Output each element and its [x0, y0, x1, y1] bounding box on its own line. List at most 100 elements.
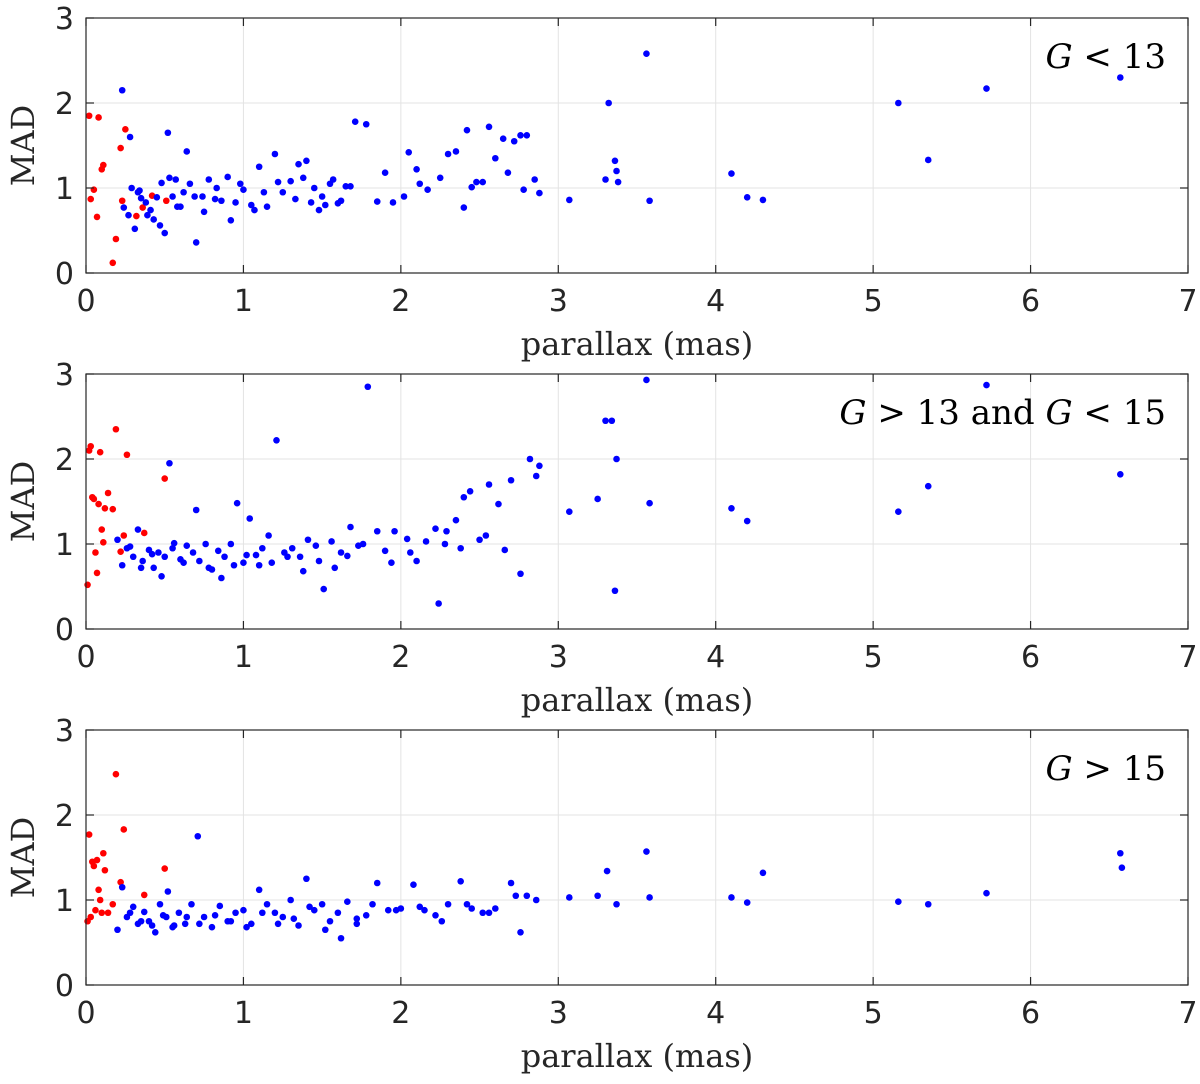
blue-point	[452, 516, 460, 524]
blue-point	[438, 917, 446, 925]
blue-point	[279, 188, 287, 196]
blue-point	[259, 544, 266, 552]
blue-point	[128, 184, 135, 192]
x-tick-label: 4	[706, 996, 725, 1031]
x-tick-label: 0	[76, 996, 95, 1031]
red-point	[93, 856, 101, 864]
red-point	[93, 569, 101, 577]
blue-point	[248, 201, 255, 209]
blue-point	[191, 193, 198, 200]
blue-point	[156, 900, 164, 908]
blue-point	[443, 527, 450, 535]
blue-point	[605, 99, 612, 107]
blue-point	[151, 929, 159, 936]
annotation-condition: > 13	[867, 393, 960, 433]
panel-annotation: G > 15	[1045, 749, 1166, 789]
blue-point	[174, 203, 181, 210]
blue-point	[255, 886, 263, 894]
blue-point	[389, 199, 397, 206]
blue-point	[139, 557, 146, 565]
blue-point	[373, 527, 381, 535]
blue-point	[192, 506, 200, 514]
blue-point	[183, 542, 191, 549]
blue-point	[728, 170, 735, 177]
red-point	[96, 896, 104, 904]
blue-point	[566, 508, 573, 515]
x-tick-label: 5	[864, 284, 883, 319]
blue-point	[602, 417, 609, 425]
x-tick-label: 0	[76, 640, 95, 675]
blue-point	[646, 197, 653, 205]
red-point	[92, 549, 99, 556]
blue-point	[422, 538, 430, 545]
red-point	[140, 891, 148, 899]
blue-point	[303, 875, 310, 883]
red-point	[87, 913, 95, 921]
red-point	[109, 505, 117, 513]
blue-point	[485, 123, 493, 131]
blue-point	[523, 132, 531, 139]
blue-point	[284, 553, 291, 561]
blue-point	[205, 176, 213, 183]
red-point	[95, 114, 102, 121]
red-point	[112, 770, 120, 778]
blue-point	[924, 900, 932, 908]
blue-point	[288, 544, 296, 552]
x-axis-label: parallax (mas)	[521, 325, 754, 363]
red-point	[101, 866, 109, 874]
blue-point	[331, 564, 339, 572]
red-point	[87, 442, 95, 450]
blue-point	[186, 180, 194, 188]
y-tick-label: 0	[55, 969, 74, 1004]
red-point	[90, 495, 98, 503]
blue-point	[236, 180, 244, 188]
blue-point	[156, 222, 164, 229]
annotation-joiner: and	[960, 393, 1046, 433]
blue-point	[457, 544, 464, 552]
annotation-variable: G	[839, 393, 866, 433]
blue-point	[211, 912, 219, 919]
y-axis-label: MAD	[4, 461, 42, 543]
blue-point	[410, 881, 417, 888]
blue-point	[510, 137, 518, 145]
blue-point	[364, 383, 372, 391]
x-tick-label: 6	[1021, 996, 1040, 1031]
blue-point	[147, 206, 154, 214]
blue-point	[129, 903, 137, 911]
blue-point	[362, 120, 370, 128]
blue-point	[566, 196, 573, 204]
blue-point	[512, 892, 520, 900]
blue-point	[466, 488, 474, 495]
blue-point	[321, 201, 329, 209]
blue-point	[158, 573, 165, 580]
red-point	[104, 909, 112, 917]
blue-point	[895, 99, 902, 107]
red-point	[109, 259, 117, 267]
panel-annotation: G < 13	[1045, 37, 1166, 77]
blue-point	[983, 889, 990, 897]
blue-point	[126, 133, 134, 141]
blue-point	[268, 559, 276, 566]
blue-point	[292, 195, 299, 203]
blue-point	[613, 455, 620, 463]
y-tick-label: 2	[55, 87, 74, 122]
blue-point	[307, 199, 315, 206]
blue-point	[391, 527, 398, 535]
x-tick-label: 4	[706, 284, 725, 319]
blue-point	[312, 542, 320, 549]
blue-point	[290, 915, 298, 922]
blue-point	[164, 129, 172, 137]
annotation-variable: G	[1045, 37, 1072, 77]
panel-1: 0 1 2 3 4 5 6 7 0 1 2 3 parallax (mas) MAD G < 13	[4, 2, 1198, 363]
red-point	[98, 909, 106, 917]
blue-point	[369, 900, 376, 908]
blue-point	[114, 536, 121, 544]
red-point	[87, 195, 95, 203]
blue-point	[233, 499, 241, 507]
blue-point	[126, 909, 134, 917]
blue-point	[384, 906, 392, 914]
blue-point	[413, 557, 420, 565]
blue-point	[479, 909, 487, 917]
blue-point	[175, 909, 183, 917]
blue-point	[155, 549, 162, 556]
